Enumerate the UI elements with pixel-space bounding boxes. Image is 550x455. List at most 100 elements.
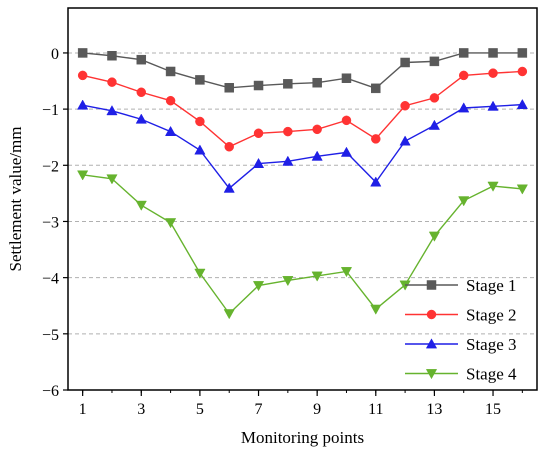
data-point-stage-2	[400, 100, 410, 111]
y-tick-label: −6	[42, 383, 59, 400]
plot-frame	[67, 7, 538, 391]
data-point-stage-2	[283, 126, 293, 137]
data-point-stage-3	[282, 155, 294, 166]
data-point-stage-1	[283, 79, 293, 89]
data-point-stage-4	[106, 174, 118, 185]
data-point-stage-4	[252, 281, 265, 292]
legend-label-stage-4: Stage 4	[466, 365, 517, 384]
data-point-stage-4	[487, 181, 499, 192]
series-line-stage-3	[82, 103, 523, 190]
data-point-stage-3	[399, 135, 411, 146]
series-markers	[77, 48, 528, 320]
legend-label-stage-3: Stage 3	[466, 335, 517, 354]
data-point-stage-1	[488, 48, 498, 58]
data-point-stage-4	[135, 200, 147, 211]
y-tick-label: −5	[42, 327, 59, 344]
data-point-stage-2	[371, 134, 381, 144]
data-point-stage-3	[223, 182, 235, 193]
data-point-stage-3	[135, 113, 147, 124]
data-point-stage-3	[487, 100, 499, 111]
x-tick-label: 9	[313, 401, 321, 418]
data-point-stage-3	[194, 144, 206, 155]
data-point-stage-1	[195, 75, 205, 85]
data-point-stage-1	[341, 73, 352, 83]
x-tick-labels: 1 3 5 7 9 11 13 15	[79, 401, 501, 418]
legend-marker-stage-3	[425, 338, 438, 349]
data-point-stage-4	[340, 267, 353, 278]
data-point-stage-4	[428, 231, 441, 242]
y-tick-label: −4	[42, 271, 59, 288]
data-point-stage-1	[429, 56, 440, 67]
data-point-stage-1	[371, 83, 381, 94]
data-point-stage-4	[516, 184, 528, 195]
x-tick-label: 7	[255, 401, 263, 418]
data-point-stage-3	[428, 119, 441, 130]
legend-label-stage-2: Stage 2	[466, 306, 517, 325]
data-point-stage-2	[458, 70, 469, 81]
data-point-stage-2	[429, 93, 440, 103]
x-tick-label: 15	[485, 401, 501, 418]
data-point-stage-2	[517, 66, 528, 77]
y-tick-label: −2	[42, 158, 59, 175]
data-point-stage-3	[370, 176, 382, 187]
series-line-stage-2	[82, 70, 523, 148]
x-tick-label: 13	[426, 401, 442, 418]
data-point-stage-3	[340, 146, 353, 157]
series-line-stage-4	[82, 174, 523, 315]
data-point-stage-4	[164, 218, 177, 229]
series-line-stage-1	[82, 52, 523, 90]
data-point-stage-3	[311, 150, 323, 161]
y-tick-label: −3	[42, 214, 59, 231]
y-tick-label: 0	[51, 46, 59, 63]
data-point-stage-2	[165, 95, 176, 106]
legend: Stage 1 Stage 2 Stage 3 Stage 4	[405, 276, 517, 384]
data-point-stage-4	[458, 196, 470, 207]
legend-marker-stage-4	[425, 369, 438, 380]
data-point-stage-1	[517, 48, 528, 58]
data-point-stage-1	[458, 48, 469, 58]
x-axis-title: Monitoring points	[241, 428, 364, 447]
data-point-stage-1	[400, 57, 410, 68]
data-point-stage-2	[341, 115, 352, 126]
data-point-stage-2	[312, 124, 322, 135]
y-axis-title: Settlement value/mm	[6, 127, 25, 272]
data-point-stage-1	[165, 66, 176, 77]
data-point-stage-4	[311, 271, 323, 282]
legend-label-stage-1: Stage 1	[466, 276, 517, 295]
data-point-stage-4	[223, 309, 235, 320]
data-point-stage-1	[77, 48, 88, 58]
data-point-stage-2	[136, 87, 147, 98]
y-tick-label: −1	[42, 102, 59, 119]
legend-marker-stage-1	[426, 280, 437, 290]
data-point-stage-4	[370, 304, 382, 315]
legend-marker-stage-2	[426, 309, 437, 320]
data-point-stage-3	[458, 102, 470, 113]
data-point-stage-4	[282, 276, 294, 287]
series-lines	[82, 52, 523, 315]
data-point-stage-3	[252, 157, 265, 168]
data-point-stage-2	[77, 70, 88, 81]
data-point-stage-1	[136, 54, 147, 65]
data-point-stage-3	[516, 98, 528, 110]
x-tick-label: 11	[368, 401, 383, 418]
data-point-stage-2	[488, 68, 498, 78]
data-point-stage-3	[106, 105, 118, 116]
y-tick-labels: 0 −1 −2 −3 −4 −5 −6	[42, 46, 59, 400]
x-tick-label: 3	[137, 401, 145, 418]
data-point-stage-1	[312, 77, 322, 88]
data-point-stage-4	[77, 170, 89, 181]
data-point-stage-3	[77, 99, 89, 110]
x-tick-label: 5	[196, 401, 204, 418]
data-point-stage-2	[107, 77, 117, 87]
data-point-stage-4	[194, 268, 206, 279]
data-point-stage-2	[195, 116, 205, 127]
data-point-stage-1	[107, 51, 117, 61]
data-point-stage-2	[253, 128, 264, 139]
data-point-stage-3	[164, 125, 177, 136]
data-point-stage-1	[224, 83, 234, 93]
data-point-stage-2	[224, 142, 234, 152]
axis-ticks	[63, 52, 523, 396]
data-point-stage-1	[253, 80, 264, 91]
x-tick-label: 1	[79, 401, 87, 418]
